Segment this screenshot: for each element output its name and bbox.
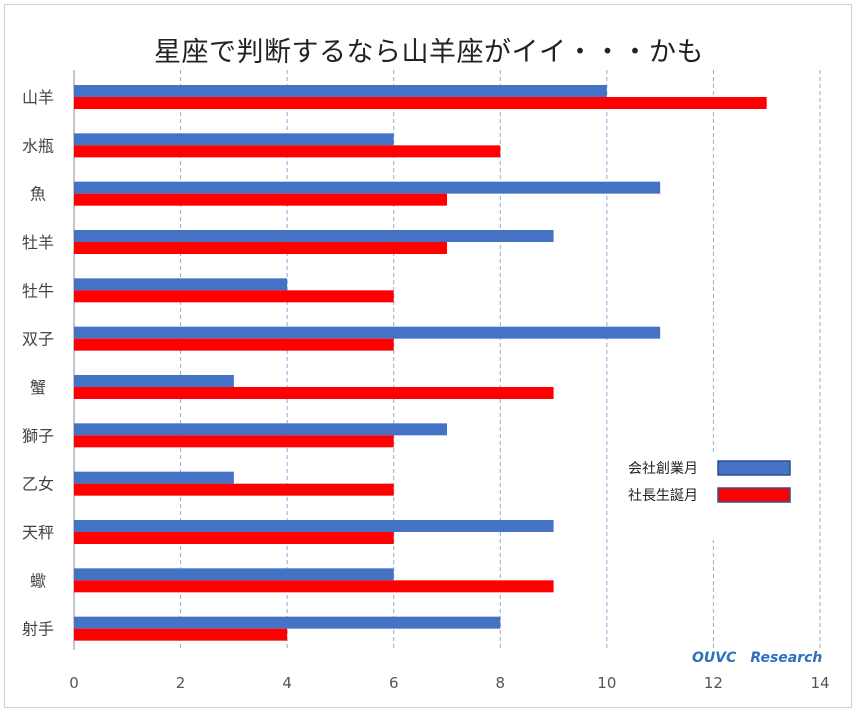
- bar-birth: [74, 145, 501, 158]
- bar-birth: [74, 628, 288, 641]
- category-label: 獅子: [22, 426, 54, 445]
- bar-founding: [74, 278, 288, 291]
- bar-founding: [74, 423, 447, 436]
- bar-founding: [74, 181, 661, 194]
- grid-lines: [73, 70, 821, 650]
- bar-founding: [74, 375, 234, 387]
- category-label: 牡羊: [22, 233, 54, 252]
- x-tick-label: 14: [810, 674, 829, 692]
- x-tick-label: 12: [704, 674, 723, 692]
- bar-birth: [74, 290, 394, 303]
- category-label: 魚: [30, 185, 46, 204]
- legend: 会社創業月 社長生誕月: [618, 454, 796, 540]
- bar-birth: [74, 193, 447, 206]
- category-label: 双子: [22, 330, 54, 349]
- x-tick-label: 6: [389, 674, 399, 692]
- x-tick-label: 8: [496, 674, 506, 692]
- bar-birth: [74, 580, 554, 593]
- watermark-text: OUVC Research: [692, 650, 822, 666]
- category-label: 乙女: [22, 475, 54, 494]
- x-tick-label: 4: [282, 674, 292, 692]
- category-label: 射手: [22, 620, 54, 639]
- bar-founding: [74, 230, 554, 242]
- bar-birth: [74, 338, 394, 351]
- x-tick-label: 2: [176, 674, 186, 692]
- bar-birth: [74, 242, 447, 254]
- x-tick-labels: 0 2 4 6 8 10 12 14: [69, 674, 829, 692]
- bar-founding: [74, 520, 554, 532]
- bar-birth: [74, 387, 554, 399]
- bar-founding: [74, 471, 234, 484]
- legend-label-founding: 会社創業月: [628, 461, 698, 477]
- category-label: 牡牛: [22, 281, 54, 300]
- bar-founding: [74, 133, 394, 146]
- bar-birth: [74, 435, 394, 448]
- chart-title: 星座で判断するなら山羊座がイイ・・・かも: [154, 37, 704, 68]
- category-label: 天秤: [22, 523, 54, 542]
- bar-founding: [74, 326, 661, 339]
- bar-birth: [74, 483, 394, 496]
- category-label: 水瓶: [22, 136, 54, 155]
- bar-founding: [74, 616, 501, 629]
- bar-birth: [74, 97, 767, 109]
- bar-founding: [74, 85, 607, 97]
- legend-swatch-founding: [717, 460, 791, 476]
- bars: [74, 85, 767, 641]
- category-label: 蠍: [30, 571, 46, 590]
- bar-birth: [74, 532, 394, 544]
- category-label: 蟹: [30, 378, 46, 397]
- x-tick-label: 10: [597, 674, 616, 692]
- x-tick-label: 0: [69, 674, 79, 692]
- category-label: 山羊: [22, 88, 54, 107]
- bar-founding: [74, 568, 394, 581]
- legend-swatch-birth: [717, 487, 791, 503]
- legend-label-birth: 社長生誕月: [628, 488, 698, 504]
